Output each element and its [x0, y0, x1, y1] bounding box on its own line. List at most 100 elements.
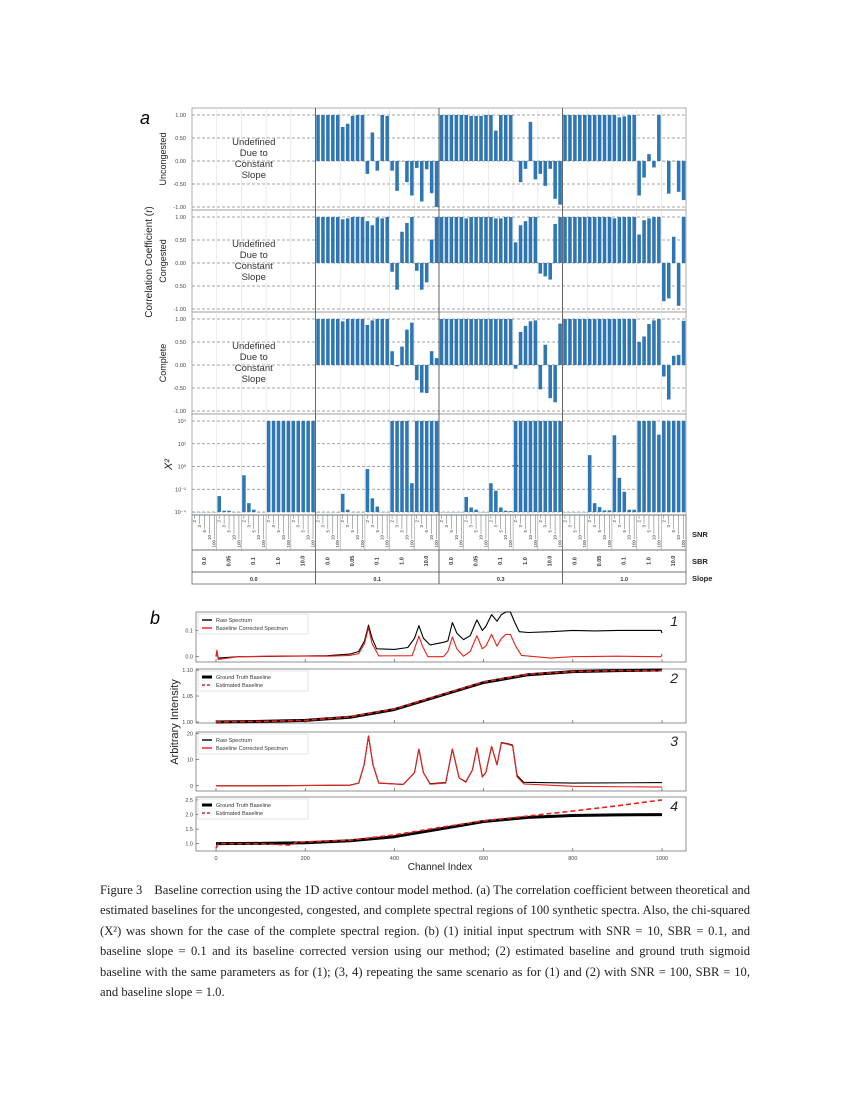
slope-tick-label: 0.3	[497, 577, 505, 583]
bar	[385, 319, 389, 365]
bar	[385, 217, 389, 263]
bar	[627, 115, 632, 161]
bar	[592, 217, 597, 263]
bar	[657, 115, 661, 161]
sbr-tick-label: 0.1	[251, 557, 257, 565]
bar	[494, 490, 498, 512]
snr-tick-label: 2	[513, 520, 518, 523]
bar	[242, 475, 246, 512]
snr-tick-label: 100	[335, 540, 340, 548]
bar	[306, 421, 310, 512]
bar	[617, 319, 622, 365]
bar	[345, 509, 350, 512]
bar	[573, 115, 577, 161]
bar	[637, 234, 641, 263]
bar	[597, 217, 602, 263]
y-tick-label: 1.00	[175, 215, 186, 221]
snr-tick-label: 5	[251, 530, 256, 533]
bar	[662, 421, 666, 512]
bar	[355, 217, 360, 263]
bar	[597, 115, 602, 161]
bar	[415, 161, 419, 168]
snr-tick-label: 100	[656, 540, 661, 548]
snr-tick-label: 5	[622, 530, 627, 533]
sbr-axis-label: SBR	[692, 557, 708, 566]
sbr-tick-label: 10.0	[301, 556, 307, 567]
undefined-note: Undefined	[232, 341, 275, 352]
bar	[528, 217, 533, 263]
bar	[484, 115, 488, 161]
bar	[227, 510, 231, 512]
bar	[419, 365, 424, 393]
bar	[642, 336, 646, 365]
snr-tick-label: 100	[360, 540, 365, 548]
bar	[439, 115, 444, 161]
figure-caption: Figure 3 Baseline correction using the 1D…	[100, 880, 750, 1002]
bar	[587, 115, 592, 161]
slope-tick-label: 0.1	[373, 577, 381, 583]
snr-tick-label: 2	[414, 520, 419, 523]
bar	[573, 217, 577, 263]
bar	[558, 421, 562, 512]
snr-tick-label: 2	[439, 520, 444, 523]
bar	[538, 161, 543, 174]
bar	[518, 331, 523, 365]
bar	[538, 263, 543, 274]
snr-tick-label: 5	[375, 530, 380, 533]
snr-tick-label: 100	[311, 540, 316, 548]
bar	[410, 217, 414, 263]
undefined-note: Slope	[242, 170, 266, 181]
bar	[652, 217, 656, 263]
bar	[266, 421, 271, 512]
bar	[568, 115, 572, 161]
panel-b-ylabel: Arbitrary Intensity	[169, 679, 181, 765]
y-tick-label: 0.50	[175, 284, 186, 290]
snr-tick-label: 3	[493, 525, 498, 528]
x-tick-label: 400	[390, 856, 399, 862]
sbr-tick-label: 0.05	[474, 556, 480, 567]
bar	[657, 319, 661, 365]
snr-tick-label: 5	[548, 530, 553, 533]
snr-tick-label: 3	[395, 525, 400, 528]
bar	[340, 219, 345, 263]
snr-tick-label: 100	[236, 540, 241, 548]
bar	[484, 319, 488, 365]
snr-tick-label: 2	[291, 520, 296, 523]
bar	[345, 319, 350, 365]
bar	[622, 319, 627, 365]
bar	[434, 217, 439, 263]
y-tick-label: 0.00	[175, 261, 186, 267]
bar	[612, 115, 617, 161]
bar	[587, 319, 592, 365]
snr-tick-label: 5	[449, 530, 454, 533]
bar	[419, 161, 424, 202]
snr-tick-label: 2	[340, 520, 345, 523]
bar	[627, 217, 632, 263]
y-tick-label: 1.00	[175, 317, 186, 323]
bar	[612, 319, 617, 365]
bar	[553, 421, 557, 512]
bar	[602, 115, 607, 161]
snr-tick-label: 10	[528, 535, 533, 541]
bar	[281, 421, 286, 512]
bar	[355, 319, 360, 365]
bar	[543, 161, 548, 186]
bar	[671, 421, 676, 512]
bar	[681, 421, 686, 512]
bar	[410, 483, 414, 512]
bar	[632, 319, 636, 365]
bar	[499, 507, 503, 512]
bar	[449, 115, 454, 161]
bar	[247, 503, 251, 512]
bar	[429, 239, 434, 263]
series-line	[215, 669, 662, 723]
bar	[444, 217, 449, 263]
bar	[533, 217, 538, 263]
snr-tick-label: 3	[419, 525, 424, 528]
y-tick-label: -1.00	[173, 205, 186, 211]
snr-tick-label: 3	[222, 525, 227, 528]
undefined-note: Constant	[235, 363, 273, 374]
sbr-tick-label: 0.1	[498, 557, 504, 565]
bar	[350, 319, 355, 365]
bar	[400, 346, 404, 365]
